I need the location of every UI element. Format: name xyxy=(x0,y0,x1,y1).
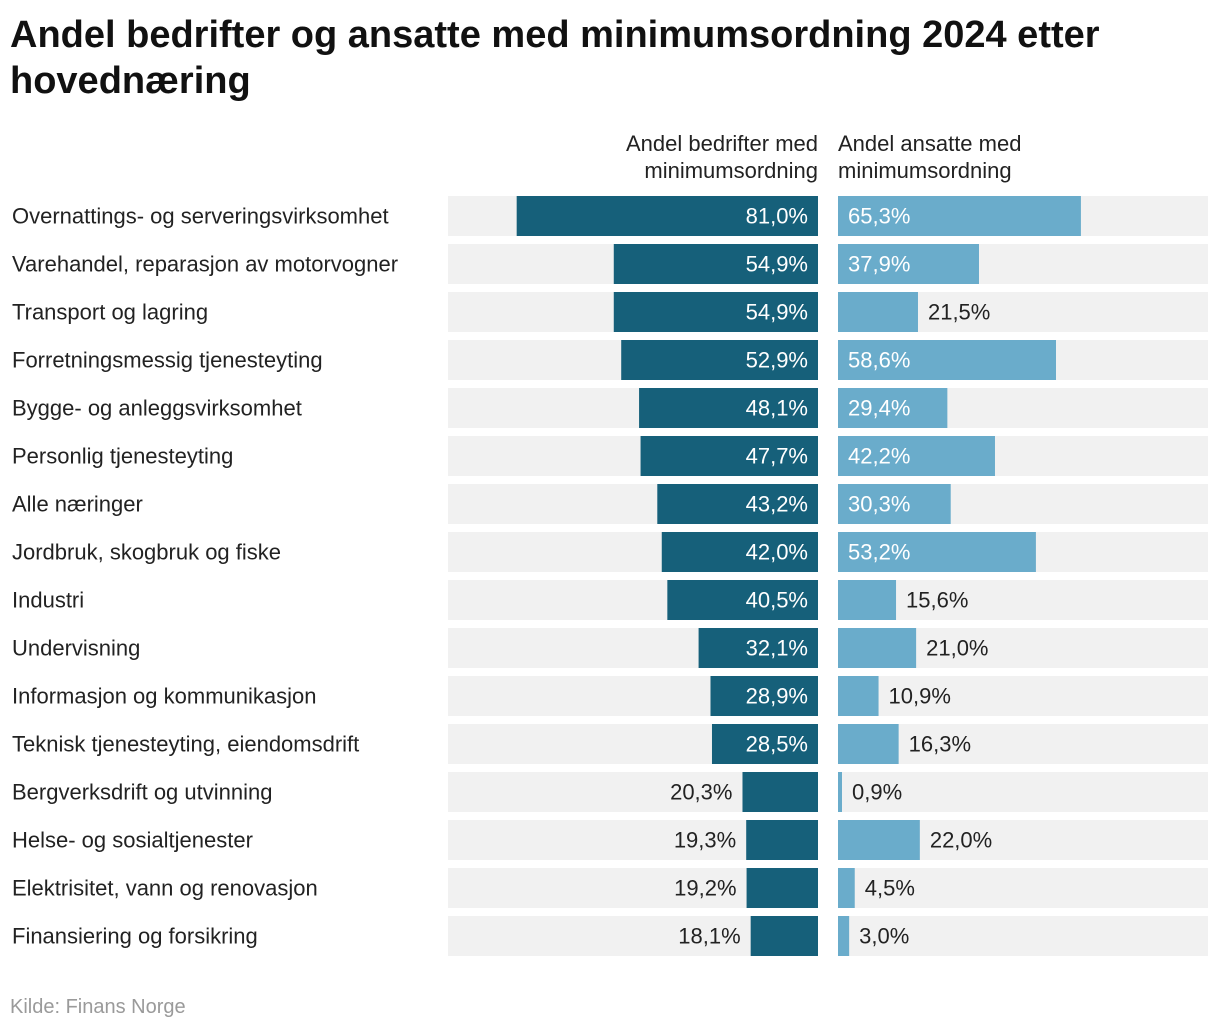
employees-value-label: 3,0% xyxy=(859,924,909,949)
category-label: Teknisk tjenesteyting, eiendomsdrift xyxy=(12,732,359,757)
employees-value-label: 22,0% xyxy=(930,828,992,853)
employees-value-label: 30,3% xyxy=(848,492,910,517)
companies-bar xyxy=(613,244,818,284)
companies-bar xyxy=(742,772,818,812)
employees-value-label: 37,9% xyxy=(848,252,910,277)
column-header-employees: Andel ansatte med minimumsordning xyxy=(838,130,1178,184)
employees-value-label: 42,2% xyxy=(848,444,910,469)
companies-value-label: 32,1% xyxy=(746,636,808,661)
companies-bar xyxy=(698,628,818,668)
employees-bar xyxy=(838,772,842,812)
companies-bar xyxy=(640,436,818,476)
companies-bar xyxy=(667,580,818,620)
category-label: Overnattings- og serveringsvirksomhet xyxy=(12,204,389,229)
companies-value-label: 52,9% xyxy=(746,348,808,373)
employees-bar xyxy=(838,196,1081,236)
employees-bar xyxy=(838,436,995,476)
companies-bar xyxy=(746,868,818,908)
companies-bar xyxy=(657,484,818,524)
employees-bar xyxy=(838,820,920,860)
companies-value-label: 18,1% xyxy=(678,924,740,949)
companies-value-label: 54,9% xyxy=(746,300,808,325)
companies-value-label: 48,1% xyxy=(746,396,808,421)
category-label: Alle næringer xyxy=(12,492,143,517)
employees-bar xyxy=(838,340,1056,380)
companies-bar xyxy=(746,820,818,860)
companies-bar xyxy=(710,676,818,716)
employees-value-label: 29,4% xyxy=(848,396,910,421)
companies-value-label: 43,2% xyxy=(746,492,808,517)
column-header-companies-line-1: Andel bedrifter med xyxy=(626,131,818,156)
employees-value-label: 21,0% xyxy=(926,636,988,661)
companies-bar xyxy=(621,340,818,380)
column-header-employees-line-2: minimumsordning xyxy=(838,158,1012,183)
employees-value-label: 53,2% xyxy=(848,540,910,565)
employees-value-label: 58,6% xyxy=(848,348,910,373)
column-header-companies-line-2: minimumsordning xyxy=(644,158,818,183)
employees-bar xyxy=(838,676,879,716)
category-label: Elektrisitet, vann og renovasjon xyxy=(12,876,318,901)
companies-value-label: 81,0% xyxy=(746,204,808,229)
employees-value-label: 0,9% xyxy=(852,780,902,805)
employees-value-label: 21,5% xyxy=(928,300,990,325)
category-label: Bygge- og anleggsvirksomhet xyxy=(12,396,302,421)
source-note: Kilde: Finans Norge xyxy=(10,996,186,1018)
companies-value-label: 40,5% xyxy=(746,588,808,613)
employees-value-label: 10,9% xyxy=(889,684,951,709)
employees-value-label: 16,3% xyxy=(909,732,971,757)
companies-bar xyxy=(750,916,818,956)
employees-track xyxy=(838,868,1208,908)
employees-bar xyxy=(838,388,948,428)
employees-bar xyxy=(838,292,918,332)
employees-track xyxy=(838,772,1208,812)
companies-value-label: 19,2% xyxy=(674,876,736,901)
column-header-companies: Andel bedrifter med minimumsordning xyxy=(500,130,818,184)
employees-bar xyxy=(838,484,951,524)
companies-value-label: 54,9% xyxy=(746,252,808,277)
category-label: Personlig tjenesteyting xyxy=(12,444,233,469)
category-label: Varehandel, reparasjon av motorvogner xyxy=(12,252,398,277)
companies-value-label: 19,3% xyxy=(674,828,736,853)
companies-bar xyxy=(516,196,818,236)
column-header-employees-line-1: Andel ansatte med xyxy=(838,131,1022,156)
chart-title: Andel bedrifter og ansatte med minimumso… xyxy=(10,14,1100,102)
bar-chart: Overnattings- og serveringsvirksomhet 81,… xyxy=(12,196,1208,956)
employees-track xyxy=(838,676,1208,716)
companies-value-label: 28,5% xyxy=(746,732,808,757)
category-label: Jordbruk, skogbruk og fiske xyxy=(12,540,281,565)
companies-bar xyxy=(711,724,818,764)
employees-bar xyxy=(838,244,979,284)
employees-bar xyxy=(838,916,850,956)
employees-track xyxy=(838,724,1208,764)
category-label: Transport og lagring xyxy=(12,300,208,325)
companies-value-label: 47,7% xyxy=(746,444,808,469)
companies-bar xyxy=(661,532,818,572)
companies-value-label: 28,9% xyxy=(746,684,808,709)
employees-value-label: 15,6% xyxy=(906,588,968,613)
employees-track xyxy=(838,916,1208,956)
category-label: Forretningsmessig tjenesteyting xyxy=(12,348,323,373)
category-label: Bergverksdrift og utvinning xyxy=(12,780,272,805)
category-label: Finansiering og forsikring xyxy=(12,924,258,949)
employees-value-label: 4,5% xyxy=(865,876,915,901)
category-label: Industri xyxy=(12,588,84,613)
employees-bar xyxy=(838,580,897,620)
employees-bar xyxy=(838,532,1036,572)
category-label: Undervisning xyxy=(12,636,140,661)
employees-track xyxy=(838,580,1208,620)
companies-bar xyxy=(613,292,818,332)
employees-bar xyxy=(838,724,899,764)
employees-bar xyxy=(838,868,855,908)
companies-value-label: 20,3% xyxy=(670,780,732,805)
employees-bar xyxy=(838,628,917,668)
companies-value-label: 42,0% xyxy=(746,540,808,565)
companies-bar xyxy=(639,388,818,428)
category-label: Helse- og sosialtjenester xyxy=(12,828,253,853)
employees-value-label: 65,3% xyxy=(848,204,910,229)
category-label: Informasjon og kommunikasjon xyxy=(12,684,316,709)
